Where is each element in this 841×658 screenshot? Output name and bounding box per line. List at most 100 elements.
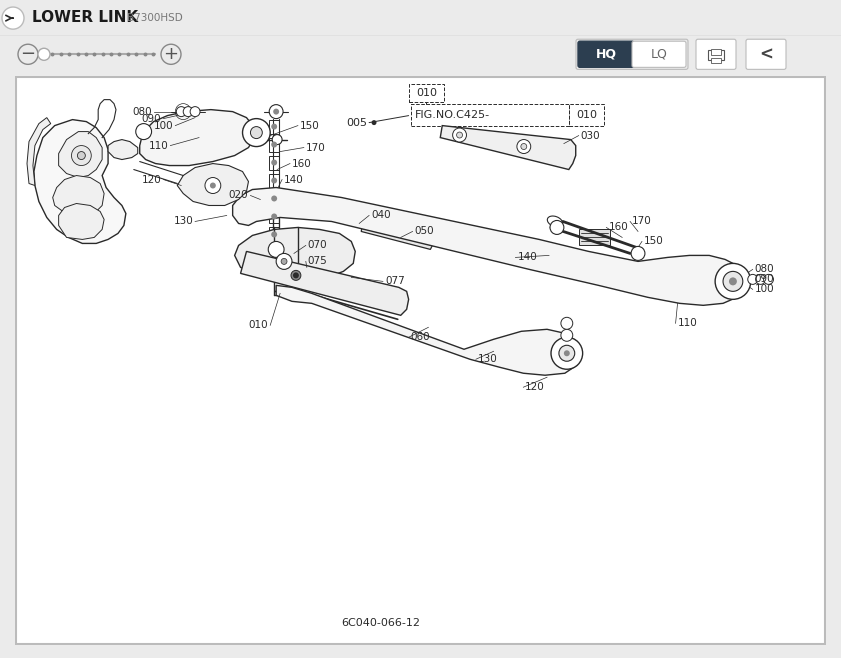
Circle shape xyxy=(2,7,24,29)
Text: +: + xyxy=(163,45,178,63)
Text: LOWER LINK: LOWER LINK xyxy=(32,10,138,24)
Circle shape xyxy=(729,278,737,286)
Bar xyxy=(269,174,279,188)
Text: 150: 150 xyxy=(300,120,320,130)
Text: B7300HSD: B7300HSD xyxy=(127,13,182,23)
Text: 170: 170 xyxy=(632,216,652,226)
Polygon shape xyxy=(108,139,138,159)
Text: 140: 140 xyxy=(517,253,537,263)
Text: 170: 170 xyxy=(306,143,325,153)
Text: 070: 070 xyxy=(308,240,327,251)
Polygon shape xyxy=(34,120,126,243)
Text: 120: 120 xyxy=(526,382,545,392)
Bar xyxy=(569,103,605,126)
Text: FIG.NO.C425-: FIG.NO.C425- xyxy=(415,110,489,120)
Bar xyxy=(708,50,724,61)
Bar xyxy=(711,49,721,55)
Bar xyxy=(269,228,279,241)
Bar xyxy=(711,59,721,63)
Circle shape xyxy=(251,126,262,139)
Circle shape xyxy=(273,109,279,114)
Circle shape xyxy=(748,274,758,284)
Circle shape xyxy=(452,128,467,142)
Bar xyxy=(269,138,279,151)
Circle shape xyxy=(281,259,287,265)
Circle shape xyxy=(271,159,278,166)
Text: 030: 030 xyxy=(580,130,600,141)
Text: 160: 160 xyxy=(292,159,312,168)
Polygon shape xyxy=(27,118,50,186)
FancyBboxPatch shape xyxy=(746,39,786,69)
Text: 110: 110 xyxy=(678,318,697,328)
Text: −: − xyxy=(20,45,35,63)
Circle shape xyxy=(269,105,283,118)
Polygon shape xyxy=(235,228,355,280)
Circle shape xyxy=(457,132,463,138)
Bar xyxy=(267,193,282,215)
Circle shape xyxy=(135,124,151,139)
Circle shape xyxy=(210,182,216,188)
Bar xyxy=(269,191,279,205)
Text: 110: 110 xyxy=(149,141,168,151)
Circle shape xyxy=(631,246,645,261)
Text: LQ: LQ xyxy=(651,48,668,61)
Text: 100: 100 xyxy=(754,284,775,294)
Text: 005: 005 xyxy=(346,118,368,128)
Text: HQ: HQ xyxy=(595,48,616,61)
Polygon shape xyxy=(241,251,409,315)
Text: 150: 150 xyxy=(644,236,664,247)
Circle shape xyxy=(764,274,774,284)
Bar xyxy=(579,230,611,245)
Circle shape xyxy=(271,178,278,184)
Circle shape xyxy=(715,263,751,299)
Circle shape xyxy=(561,329,573,342)
Text: 010: 010 xyxy=(249,320,268,330)
Text: 090: 090 xyxy=(142,114,161,124)
Circle shape xyxy=(563,350,570,356)
Polygon shape xyxy=(441,126,576,170)
Circle shape xyxy=(271,195,278,201)
Text: 077: 077 xyxy=(385,276,405,286)
Circle shape xyxy=(517,139,531,153)
Polygon shape xyxy=(361,205,438,249)
Circle shape xyxy=(177,107,186,116)
Circle shape xyxy=(77,151,85,159)
Circle shape xyxy=(723,271,743,291)
Bar xyxy=(409,84,444,101)
Bar xyxy=(269,209,279,224)
Text: 010: 010 xyxy=(416,88,437,97)
Circle shape xyxy=(559,345,574,361)
Bar xyxy=(269,155,279,170)
Text: 6C040-066-12: 6C040-066-12 xyxy=(341,618,420,628)
Circle shape xyxy=(190,107,200,116)
Text: 020: 020 xyxy=(229,191,248,201)
Circle shape xyxy=(561,317,573,329)
Polygon shape xyxy=(276,286,580,375)
Circle shape xyxy=(271,232,278,238)
Text: 130: 130 xyxy=(478,354,498,365)
Text: 090: 090 xyxy=(754,274,775,284)
Circle shape xyxy=(38,48,50,61)
FancyBboxPatch shape xyxy=(632,41,686,67)
Circle shape xyxy=(271,141,278,147)
Polygon shape xyxy=(53,176,104,217)
Circle shape xyxy=(183,107,193,116)
Circle shape xyxy=(205,178,221,193)
Circle shape xyxy=(271,213,278,220)
Circle shape xyxy=(521,143,526,149)
Circle shape xyxy=(293,272,299,278)
Text: 100: 100 xyxy=(154,120,173,130)
Text: 120: 120 xyxy=(142,174,161,184)
Polygon shape xyxy=(59,203,104,240)
Polygon shape xyxy=(59,132,102,178)
Text: 075: 075 xyxy=(308,257,327,266)
FancyBboxPatch shape xyxy=(696,39,736,69)
Circle shape xyxy=(268,241,284,257)
Text: 010: 010 xyxy=(576,110,597,120)
Circle shape xyxy=(276,253,292,269)
Circle shape xyxy=(242,118,270,147)
Text: 140: 140 xyxy=(284,174,304,184)
Circle shape xyxy=(271,124,278,130)
Polygon shape xyxy=(177,164,248,205)
Text: 050: 050 xyxy=(415,226,434,236)
